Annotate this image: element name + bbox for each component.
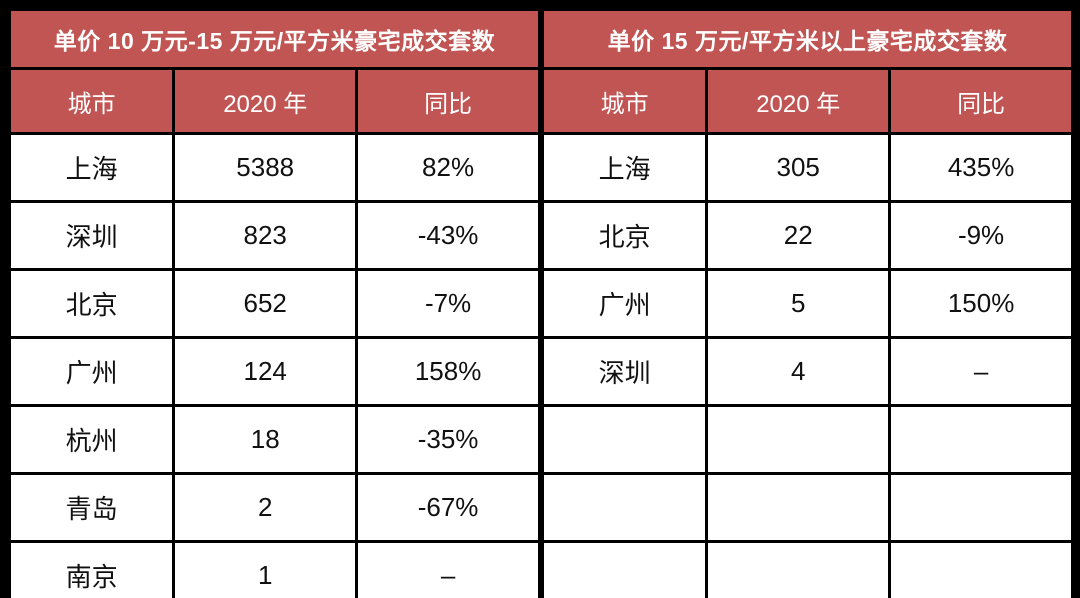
table-cell: 南京 [7,540,176,598]
table-cell: 823 [172,200,359,271]
table-cell: 青岛 [7,472,176,543]
table-body: 上海 5388 82% 深圳 823 -43% 北京 652 -7% 广州 124 158% 杭州 18-… [7,132,541,598]
table-cell [888,404,1074,475]
table-price-15-plus: 单价 15 万元/平方米以上豪宅成交套数 城市 2020 年 同比 上海 305 4… [540,8,1074,598]
table-row: 南京 1– [7,540,541,598]
table-row: 深圳 4– [540,336,1074,407]
table-body: 上海 305 435% 北京 22 -9% 广州 5 150% 深圳 4– [540,132,1074,598]
column-header-city: 城市 [7,67,176,135]
table-cell: 305 [705,132,892,203]
table-cell: 广州 [7,336,176,407]
table-row: 杭州 18 -35% [7,404,541,475]
table-cell: – [355,540,541,598]
column-header-year: 2020 年 [172,67,359,135]
table-cell: -67% [355,472,541,543]
table-row: 上海 5388 82% [7,132,541,203]
table-row [540,472,1074,543]
table-title: 单价 10 万元-15 万元/平方米豪宅成交套数 [8,8,541,70]
column-header-city: 城市 [540,67,709,135]
table-cell [540,472,709,543]
table-cell: 4 [705,336,892,407]
table-cell: 上海 [7,132,176,203]
table-cell: 82% [355,132,541,203]
tables-container: 单价 10 万元-15 万元/平方米豪宅成交套数 城市 2020 年 同比 上海… [7,8,1074,598]
table-cell: -35% [355,404,541,475]
table-title-row: 单价 10 万元-15 万元/平方米豪宅成交套数 [8,8,541,70]
table-cell [705,472,892,543]
table-cell: 北京 [7,268,176,339]
table-cell: 北京 [540,200,709,271]
table-header-row: 城市 2020 年 同比 [540,67,1074,135]
table-cell [705,404,892,475]
table-row: 青岛 2 -67% [7,472,541,543]
table-cell [888,472,1074,543]
table-row: 广州 5 150% [540,268,1074,339]
table-cell: – [888,336,1074,407]
column-header-yoy: 同比 [355,67,541,135]
table-price-10-15: 单价 10 万元-15 万元/平方米豪宅成交套数 城市 2020 年 同比 上海… [7,8,541,598]
table-cell: 652 [172,268,359,339]
table-cell: 124 [172,336,359,407]
table-cell: 435% [888,132,1074,203]
table-row: 上海 305 435% [540,132,1074,203]
table-cell: -7% [355,268,541,339]
table-cell: 2 [172,472,359,543]
table-row: 广州 124 158% [7,336,541,407]
table-cell: 深圳 [540,336,709,407]
column-header-yoy: 同比 [888,67,1074,135]
table-row: 北京 652 -7% [7,268,541,339]
table-header-row: 城市 2020 年 同比 [7,67,541,135]
table-row [540,404,1074,475]
table-cell [888,540,1074,598]
table-cell: 上海 [540,132,709,203]
table-cell: 杭州 [7,404,176,475]
table-title: 单价 15 万元/平方米以上豪宅成交套数 [541,8,1074,70]
table-cell: 150% [888,268,1074,339]
table-cell: -9% [888,200,1074,271]
table-cell: -43% [355,200,541,271]
column-header-year: 2020 年 [705,67,892,135]
table-row [540,540,1074,598]
table-title-row: 单价 15 万元/平方米以上豪宅成交套数 [541,8,1074,70]
table-row: 北京 22 -9% [540,200,1074,271]
table-cell: 广州 [540,268,709,339]
table-cell: 158% [355,336,541,407]
table-cell [540,404,709,475]
table-cell: 5388 [172,132,359,203]
table-cell: 深圳 [7,200,176,271]
table-cell [705,540,892,598]
table-cell: 1 [172,540,359,598]
table-cell: 18 [172,404,359,475]
table-cell: 22 [705,200,892,271]
table-cell [540,540,709,598]
table-row: 深圳 823 -43% [7,200,541,271]
table-cell: 5 [705,268,892,339]
